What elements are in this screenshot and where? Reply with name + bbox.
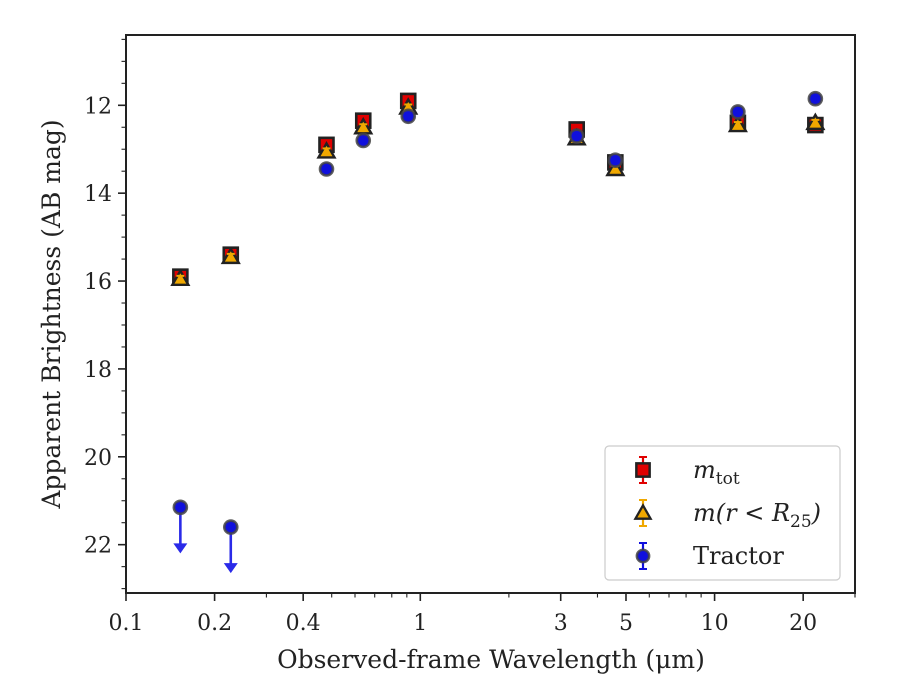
x-tick-label: 20 (789, 611, 817, 636)
x-tick-label: 0.2 (197, 611, 232, 636)
legend-marker-square (635, 462, 651, 478)
legend: mtot m(r < R25) Tractor (604, 445, 841, 581)
upper-limit-arrowhead (223, 563, 238, 574)
legend-label: Tractor (693, 542, 784, 570)
x-tick-label: 1 (413, 611, 427, 636)
x-tick-label: 0.1 (109, 611, 144, 636)
x-tick-label: 10 (701, 611, 729, 636)
legend-marker-triangle (633, 503, 653, 520)
y-tick-label: 12 (84, 94, 112, 119)
upper-limit-point (222, 519, 239, 535)
legend-item-circle: Tractor (635, 542, 784, 570)
y-axis-label: Apparent Brightness (AB mag) (37, 119, 66, 509)
axes: 0.1 0.2 0.4 1 3 5 10 20 12 14 16 18 20 22 (84, 38, 856, 636)
y-tick-label: 22 (84, 534, 112, 559)
y-tick-label: 18 (84, 358, 112, 383)
legend-marker-circle (635, 548, 651, 564)
x-tick-label: 0.4 (286, 611, 321, 636)
legend-label: mtot (693, 456, 740, 489)
legend-label: m(r < R25) (693, 499, 821, 532)
upper-limit-point (172, 499, 189, 516)
series-circle (172, 90, 824, 574)
legend-item-square: mtot (635, 456, 740, 489)
upper-limit-arrowhead (173, 543, 188, 554)
data-markers (170, 90, 826, 574)
y-tick-label: 20 (84, 446, 112, 471)
y-tick-label: 16 (84, 270, 112, 295)
legend-item-triangle: m(r < R25) (633, 499, 821, 532)
x-tick-label: 3 (554, 611, 568, 636)
x-tick-label: 5 (619, 611, 633, 636)
legend-box (604, 445, 841, 581)
x-axis-label: Observed-frame Wavelength (μm) (277, 645, 705, 674)
y-tick-label: 14 (84, 182, 112, 207)
